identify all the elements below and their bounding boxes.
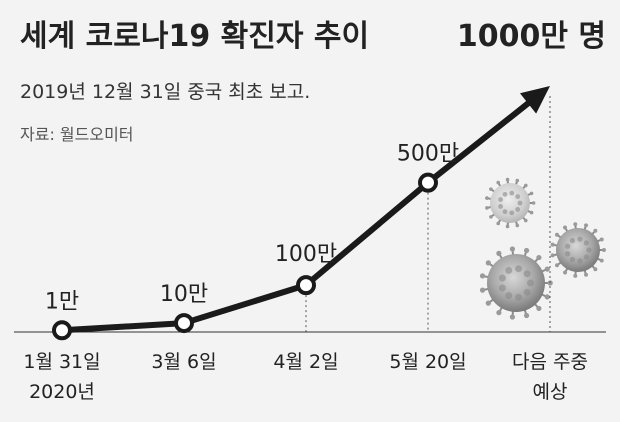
data-point: [52, 320, 72, 341]
chart-source: 자료: 월드오미터: [20, 125, 134, 144]
data-point: [296, 275, 316, 296]
data-label-projected: 1000만 명: [457, 19, 606, 54]
x-tick-label: 4월 2일: [273, 351, 338, 373]
data-label: 500만: [397, 142, 459, 167]
x-tick-label: 1월 31일: [23, 351, 100, 373]
chart-subtitle: 2019년 12월 31일 중국 최초 보고.: [20, 81, 310, 103]
data-labels: 1만 10만 100만 500만 1000만 명: [45, 19, 606, 314]
virus-small-icon: [485, 177, 536, 229]
chart-title: 세계 코로나19 확진자 추이: [20, 19, 369, 54]
data-label: 100만: [275, 242, 337, 267]
x-tick-label-sub: 2020년: [29, 381, 95, 403]
x-tick-label: 5월 20일: [389, 351, 466, 373]
data-point: [418, 172, 438, 193]
coronavirus-illustrations: [479, 177, 606, 320]
vertical-guides: [305, 96, 551, 332]
arrow-head: [519, 86, 550, 114]
data-label: 10만: [160, 282, 208, 307]
x-tick-label-sub: 예상: [533, 381, 568, 403]
virus-large-icon: [479, 246, 553, 320]
data-point: [174, 313, 194, 334]
virus-medium-icon: [550, 222, 606, 278]
data-markers: [52, 172, 438, 341]
x-tick-label: 다음 주중: [512, 351, 588, 373]
x-tick-label: 3월 6일: [151, 351, 216, 373]
data-label: 1만: [45, 289, 79, 314]
